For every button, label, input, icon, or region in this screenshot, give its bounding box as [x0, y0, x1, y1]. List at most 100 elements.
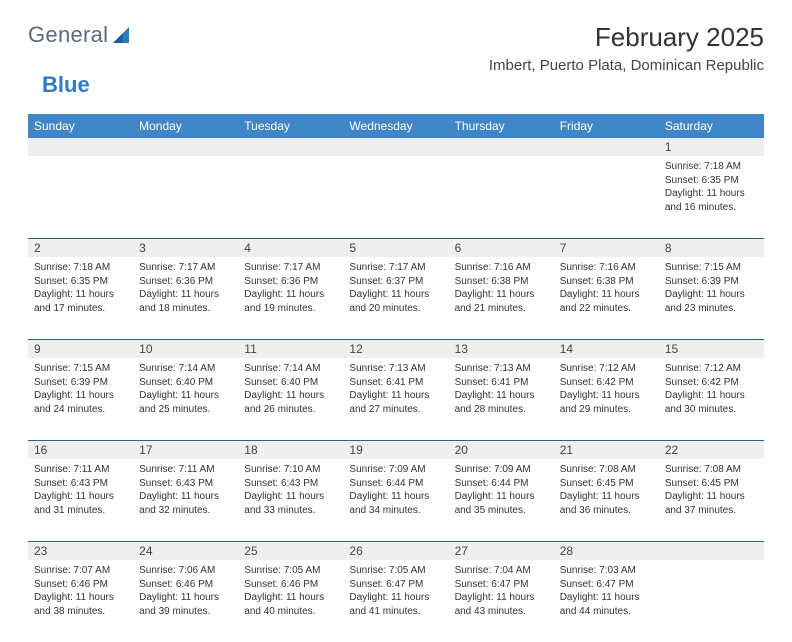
day-cell [449, 156, 554, 238]
day-detail-text: Sunrise: 7:15 AMSunset: 6:39 PMDaylight:… [34, 362, 127, 416]
day-detail-text: Sunrise: 7:06 AMSunset: 6:46 PMDaylight:… [139, 564, 232, 618]
day-detail-text: Sunrise: 7:12 AMSunset: 6:42 PMDaylight:… [665, 362, 758, 416]
day-number: 11 [238, 340, 343, 358]
day-number: 12 [343, 340, 448, 358]
page-title: February 2025 [489, 22, 764, 53]
week-detail-row: Sunrise: 7:18 AMSunset: 6:35 PMDaylight:… [28, 156, 764, 238]
day-cell: Sunrise: 7:08 AMSunset: 6:45 PMDaylight:… [659, 459, 764, 541]
day-number: 19 [343, 441, 448, 459]
day-cell [133, 156, 238, 238]
day-detail-text: Sunrise: 7:16 AMSunset: 6:38 PMDaylight:… [560, 261, 653, 315]
day-number: 26 [343, 542, 448, 560]
day-number [554, 138, 659, 156]
location-subtitle: Imbert, Puerto Plata, Dominican Republic [489, 57, 764, 74]
day-number [238, 138, 343, 156]
day-number: 22 [659, 441, 764, 459]
day-label-sunday: Sunday [28, 114, 133, 138]
day-cell: Sunrise: 7:13 AMSunset: 6:41 PMDaylight:… [449, 358, 554, 440]
day-header-row: Sunday Monday Tuesday Wednesday Thursday… [28, 114, 764, 138]
day-label-friday: Friday [554, 114, 659, 138]
day-number: 18 [238, 441, 343, 459]
day-cell: Sunrise: 7:09 AMSunset: 6:44 PMDaylight:… [343, 459, 448, 541]
logo: General [28, 22, 135, 48]
day-cell: Sunrise: 7:07 AMSunset: 6:46 PMDaylight:… [28, 560, 133, 642]
day-detail-text: Sunrise: 7:17 AMSunset: 6:37 PMDaylight:… [349, 261, 442, 315]
day-number [133, 138, 238, 156]
day-cell: Sunrise: 7:09 AMSunset: 6:44 PMDaylight:… [449, 459, 554, 541]
day-cell: Sunrise: 7:18 AMSunset: 6:35 PMDaylight:… [659, 156, 764, 238]
day-number: 14 [554, 340, 659, 358]
day-detail-text: Sunrise: 7:15 AMSunset: 6:39 PMDaylight:… [665, 261, 758, 315]
logo-word1: General [28, 22, 108, 48]
week-number-row: 9101112131415 [28, 339, 764, 358]
day-detail-text: Sunrise: 7:07 AMSunset: 6:46 PMDaylight:… [34, 564, 127, 618]
day-detail-text: Sunrise: 7:08 AMSunset: 6:45 PMDaylight:… [665, 463, 758, 517]
day-cell [554, 156, 659, 238]
day-number: 23 [28, 542, 133, 560]
logo-sail-icon [111, 25, 135, 45]
day-cell: Sunrise: 7:17 AMSunset: 6:37 PMDaylight:… [343, 257, 448, 339]
day-detail-text: Sunrise: 7:16 AMSunset: 6:38 PMDaylight:… [455, 261, 548, 315]
day-cell: Sunrise: 7:16 AMSunset: 6:38 PMDaylight:… [449, 257, 554, 339]
day-detail-text: Sunrise: 7:04 AMSunset: 6:47 PMDaylight:… [455, 564, 548, 618]
day-detail-text: Sunrise: 7:13 AMSunset: 6:41 PMDaylight:… [349, 362, 442, 416]
day-cell [28, 156, 133, 238]
day-detail-text: Sunrise: 7:12 AMSunset: 6:42 PMDaylight:… [560, 362, 653, 416]
week-detail-row: Sunrise: 7:18 AMSunset: 6:35 PMDaylight:… [28, 257, 764, 339]
day-cell: Sunrise: 7:05 AMSunset: 6:47 PMDaylight:… [343, 560, 448, 642]
day-cell: Sunrise: 7:11 AMSunset: 6:43 PMDaylight:… [28, 459, 133, 541]
day-detail-text: Sunrise: 7:08 AMSunset: 6:45 PMDaylight:… [560, 463, 653, 517]
day-cell: Sunrise: 7:06 AMSunset: 6:46 PMDaylight:… [133, 560, 238, 642]
day-detail-text: Sunrise: 7:10 AMSunset: 6:43 PMDaylight:… [244, 463, 337, 517]
day-number: 4 [238, 239, 343, 257]
week-detail-row: Sunrise: 7:07 AMSunset: 6:46 PMDaylight:… [28, 560, 764, 642]
day-label-wednesday: Wednesday [343, 114, 448, 138]
day-cell: Sunrise: 7:14 AMSunset: 6:40 PMDaylight:… [238, 358, 343, 440]
day-cell: Sunrise: 7:08 AMSunset: 6:45 PMDaylight:… [554, 459, 659, 541]
day-number: 24 [133, 542, 238, 560]
week-number-row: 1 [28, 138, 764, 156]
day-cell: Sunrise: 7:17 AMSunset: 6:36 PMDaylight:… [238, 257, 343, 339]
day-number: 2 [28, 239, 133, 257]
day-detail-text: Sunrise: 7:18 AMSunset: 6:35 PMDaylight:… [665, 160, 758, 214]
day-cell: Sunrise: 7:04 AMSunset: 6:47 PMDaylight:… [449, 560, 554, 642]
day-number: 1 [659, 138, 764, 156]
day-cell: Sunrise: 7:11 AMSunset: 6:43 PMDaylight:… [133, 459, 238, 541]
day-number: 10 [133, 340, 238, 358]
day-label-tuesday: Tuesday [238, 114, 343, 138]
week-number-row: 2345678 [28, 238, 764, 257]
day-number: 20 [449, 441, 554, 459]
day-number: 17 [133, 441, 238, 459]
day-detail-text: Sunrise: 7:05 AMSunset: 6:46 PMDaylight:… [244, 564, 337, 618]
title-block: February 2025 Imbert, Puerto Plata, Domi… [489, 22, 764, 74]
day-detail-text: Sunrise: 7:17 AMSunset: 6:36 PMDaylight:… [139, 261, 232, 315]
day-label-thursday: Thursday [449, 114, 554, 138]
week-number-row: 232425262728 [28, 541, 764, 560]
day-number: 8 [659, 239, 764, 257]
logo-word2: Blue [42, 72, 90, 97]
day-number: 28 [554, 542, 659, 560]
day-number: 6 [449, 239, 554, 257]
day-number: 3 [133, 239, 238, 257]
day-number: 25 [238, 542, 343, 560]
week-detail-row: Sunrise: 7:15 AMSunset: 6:39 PMDaylight:… [28, 358, 764, 440]
day-number: 16 [28, 441, 133, 459]
day-detail-text: Sunrise: 7:11 AMSunset: 6:43 PMDaylight:… [139, 463, 232, 517]
day-number: 21 [554, 441, 659, 459]
day-number: 13 [449, 340, 554, 358]
day-cell: Sunrise: 7:18 AMSunset: 6:35 PMDaylight:… [28, 257, 133, 339]
day-detail-text: Sunrise: 7:13 AMSunset: 6:41 PMDaylight:… [455, 362, 548, 416]
day-number: 5 [343, 239, 448, 257]
day-cell: Sunrise: 7:17 AMSunset: 6:36 PMDaylight:… [133, 257, 238, 339]
day-cell [343, 156, 448, 238]
day-label-monday: Monday [133, 114, 238, 138]
day-number: 9 [28, 340, 133, 358]
day-cell: Sunrise: 7:16 AMSunset: 6:38 PMDaylight:… [554, 257, 659, 339]
day-label-saturday: Saturday [659, 114, 764, 138]
day-cell: Sunrise: 7:13 AMSunset: 6:41 PMDaylight:… [343, 358, 448, 440]
day-detail-text: Sunrise: 7:09 AMSunset: 6:44 PMDaylight:… [455, 463, 548, 517]
day-cell: Sunrise: 7:05 AMSunset: 6:46 PMDaylight:… [238, 560, 343, 642]
day-number: 15 [659, 340, 764, 358]
day-number: 7 [554, 239, 659, 257]
day-number [343, 138, 448, 156]
